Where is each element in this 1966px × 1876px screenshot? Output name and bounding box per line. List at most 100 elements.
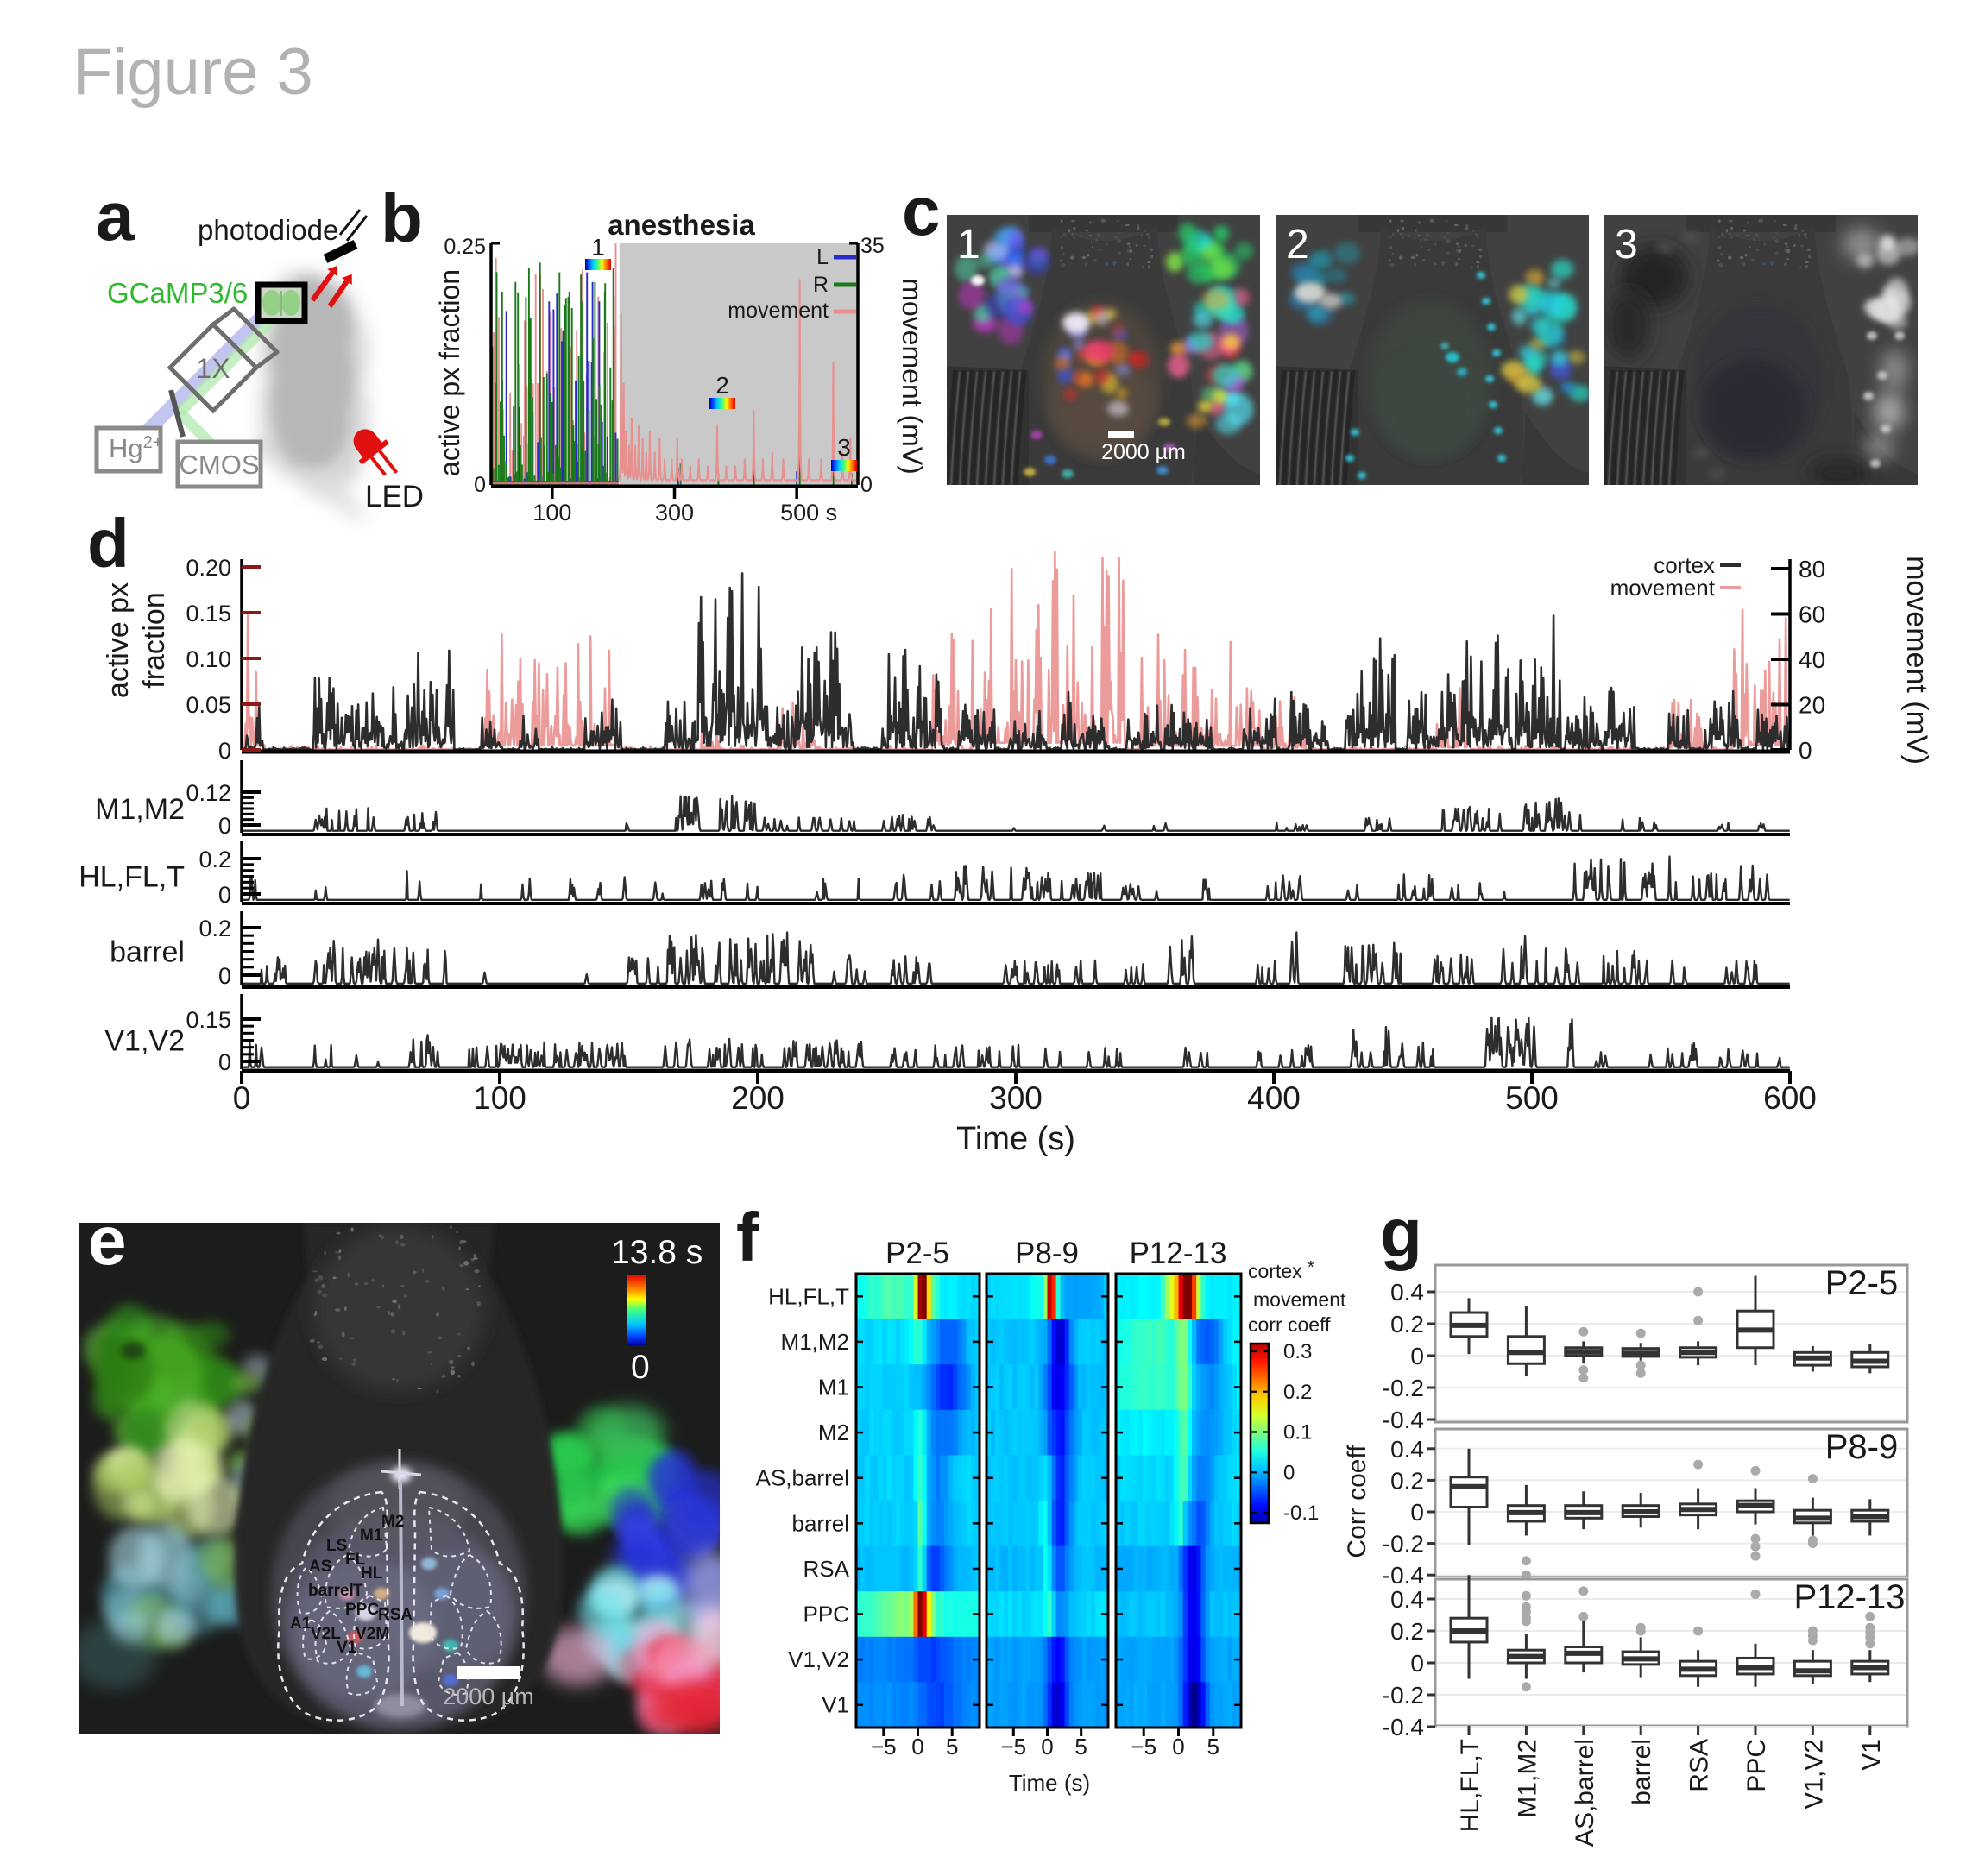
svg-text:V2L: V2L [311, 1625, 341, 1643]
svg-text:AS,barrel: AS,barrel [1571, 1739, 1599, 1847]
svg-text:fraction: fraction [138, 592, 171, 689]
svg-text:P12-13: P12-13 [1794, 1578, 1906, 1616]
svg-text:5: 5 [1207, 1734, 1219, 1760]
svg-text:35: 35 [860, 234, 885, 258]
svg-text:PPC: PPC [345, 1601, 379, 1619]
svg-text:500: 500 [1505, 1080, 1559, 1116]
svg-text:60: 60 [1799, 601, 1825, 628]
svg-text:-0.4: -0.4 [1383, 1714, 1424, 1741]
svg-text:LED: LED [365, 480, 424, 513]
svg-text:-0.1: -0.1 [1283, 1501, 1319, 1525]
svg-text:-0.4: -0.4 [1383, 1407, 1424, 1433]
svg-text:400: 400 [1247, 1080, 1301, 1116]
svg-text:0.4: 0.4 [1390, 1586, 1424, 1613]
svg-text:b: b [381, 179, 423, 256]
svg-text:movement: movement [1610, 575, 1716, 601]
svg-text:0.4: 0.4 [1390, 1436, 1424, 1463]
svg-text:movement: movement [1253, 1288, 1346, 1311]
svg-text:P8-9: P8-9 [1825, 1428, 1899, 1466]
svg-text:0: 0 [1799, 737, 1812, 764]
svg-text:V1: V1 [822, 1692, 849, 1718]
svg-text:R: R [813, 273, 829, 297]
svg-text:HL: HL [361, 1564, 383, 1583]
svg-text:2: 2 [1286, 222, 1309, 268]
svg-text:PPC: PPC [1742, 1739, 1771, 1792]
svg-text:0: 0 [1172, 1734, 1184, 1760]
svg-text:0: 0 [1041, 1734, 1053, 1760]
svg-text:0.15: 0.15 [186, 1007, 231, 1033]
svg-text:AS: AS [309, 1558, 331, 1576]
svg-text:0: 0 [911, 1734, 923, 1760]
svg-text:13.8 s: 13.8 s [611, 1234, 703, 1271]
svg-text:100: 100 [473, 1080, 526, 1116]
svg-text:Corr coeff: Corr coeff [1343, 1445, 1371, 1558]
svg-text:0: 0 [1410, 1499, 1424, 1526]
svg-text:600: 600 [1763, 1080, 1817, 1116]
svg-text:0: 0 [1410, 1343, 1424, 1369]
svg-text:M2: M2 [381, 1513, 404, 1531]
svg-text:RSA: RSA [378, 1606, 413, 1624]
svg-text:0.05: 0.05 [186, 692, 231, 718]
svg-text:-0.4: -0.4 [1383, 1562, 1424, 1589]
svg-text:barrel: barrel [110, 936, 185, 969]
svg-text:L: L [816, 245, 829, 269]
svg-text:GCaMP3/6: GCaMP3/6 [107, 277, 248, 309]
svg-text:cortex: cortex [1654, 552, 1715, 578]
svg-text:movement (mV): movement (mV) [1900, 556, 1933, 765]
svg-text:20: 20 [1799, 692, 1825, 719]
svg-text:HL,FL,T: HL,FL,T [768, 1283, 849, 1309]
svg-text:0: 0 [1410, 1650, 1424, 1677]
svg-text:0: 0 [860, 473, 873, 497]
svg-text:photodiode: photodiode [198, 214, 338, 246]
svg-text:500 s: 500 s [780, 500, 837, 526]
svg-text:0.3: 0.3 [1283, 1340, 1312, 1363]
svg-text:0: 0 [1283, 1461, 1295, 1484]
svg-text:0.10: 0.10 [186, 646, 231, 672]
svg-text:1X: 1X [196, 353, 230, 384]
svg-text:anesthesia: anesthesia [608, 209, 755, 241]
svg-text:LS: LS [326, 1537, 347, 1555]
svg-text:V1: V1 [337, 1639, 357, 1657]
svg-text:0: 0 [218, 738, 231, 764]
svg-text:0: 0 [233, 1080, 251, 1116]
svg-text:5: 5 [946, 1734, 958, 1760]
svg-text:3: 3 [837, 434, 851, 461]
svg-text:movement: movement [728, 299, 829, 323]
svg-text:0: 0 [218, 882, 231, 908]
svg-text:V1: V1 [1857, 1739, 1886, 1771]
svg-text:0: 0 [218, 963, 231, 989]
svg-text:FL: FL [345, 1551, 366, 1569]
svg-text:M1,M2: M1,M2 [95, 793, 185, 826]
svg-text:P12-13: P12-13 [1130, 1237, 1227, 1270]
svg-text:barrel: barrel [1628, 1739, 1656, 1805]
svg-text:−5: −5 [1131, 1734, 1156, 1760]
svg-text:0.4: 0.4 [1390, 1279, 1424, 1306]
svg-text:100: 100 [532, 500, 571, 526]
svg-text:-0.2: -0.2 [1383, 1682, 1424, 1709]
svg-text:A1: A1 [290, 1615, 312, 1633]
svg-text:0: 0 [218, 813, 231, 839]
svg-text:RSA: RSA [1686, 1739, 1714, 1792]
svg-text:barrel: barrel [792, 1510, 849, 1536]
svg-text:0.2: 0.2 [1283, 1381, 1312, 1404]
svg-text:0.2: 0.2 [198, 847, 231, 872]
svg-text:0: 0 [474, 473, 486, 497]
svg-text:active px fraction: active px fraction [434, 269, 465, 476]
svg-text:CMOS: CMOS [180, 450, 260, 480]
svg-text:80: 80 [1799, 556, 1825, 582]
svg-text:AS,barrel: AS,barrel [756, 1465, 849, 1491]
svg-text:0.2: 0.2 [1390, 1467, 1424, 1494]
svg-text:5: 5 [1074, 1734, 1087, 1760]
svg-text:PPC: PPC [803, 1602, 849, 1627]
svg-text:0.25: 0.25 [444, 235, 486, 259]
svg-text:d: d [87, 505, 129, 582]
svg-text:0.12: 0.12 [186, 780, 231, 806]
svg-text:M1: M1 [818, 1375, 849, 1401]
svg-text:M1,M2: M1,M2 [781, 1329, 849, 1355]
svg-text:a: a [96, 178, 135, 255]
svg-text:300: 300 [989, 1080, 1043, 1116]
svg-text:0.15: 0.15 [186, 601, 231, 626]
svg-text:P8-9: P8-9 [1015, 1237, 1079, 1270]
svg-text:P2-5: P2-5 [885, 1237, 949, 1270]
svg-text:0: 0 [218, 1049, 231, 1075]
